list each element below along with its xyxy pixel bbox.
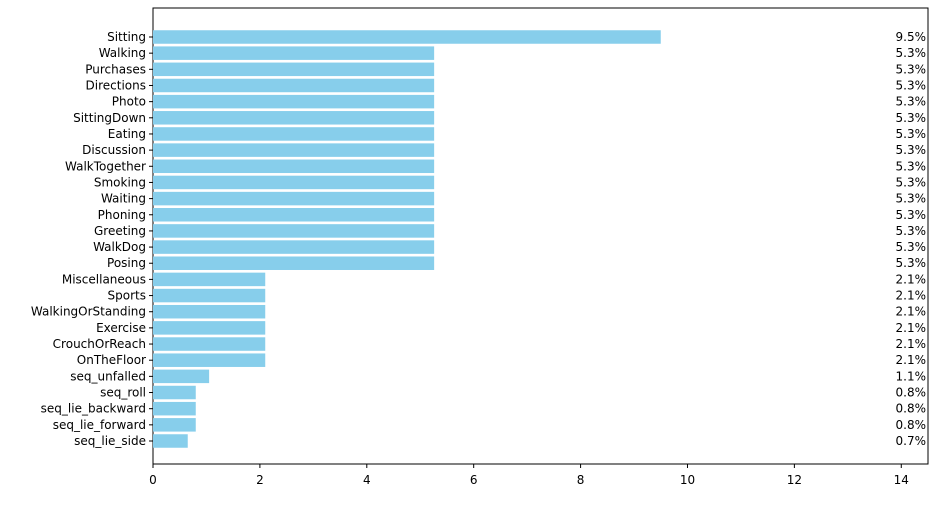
bar-SittingDown [153,111,435,125]
bar-Sports [153,288,266,303]
bar-Sitting [153,30,661,44]
y-tick-label: Miscellaneous [62,272,146,286]
bar-seq_unfalled [153,369,210,384]
bar-Walking [153,46,435,60]
bar-Posing [153,256,435,270]
data-label: 2.1% [896,353,927,367]
y-tick-label: Purchases [85,62,146,76]
data-label: 2.1% [896,337,927,351]
y-tick-label: Eating [108,127,146,141]
bars-group [153,30,661,448]
bar-seq_lie_side [153,434,188,448]
y-tick-label: Sitting [107,30,146,44]
data-label: 0.7% [896,434,927,448]
y-tick-label: Waiting [101,192,146,206]
bar-WalkDog [153,240,435,254]
bar-Purchases [153,62,435,77]
bar-Miscellaneous [153,272,266,287]
y-tick-label: WalkingOrStanding [31,305,146,319]
data-label: 5.3% [896,95,927,109]
bar-Greeting [153,224,435,238]
y-tick-label: Greeting [94,224,146,238]
y-tick-label: Walking [99,46,146,60]
y-tick-labels: Sitting Walking Purchases Directions Photo Si… [31,30,153,448]
data-label: 5.3% [896,240,927,254]
data-label: 5.3% [896,256,927,270]
y-tick-label: Photo [112,95,146,109]
data-label: 5.3% [896,224,927,238]
y-tick-label: SittingDown [73,111,146,125]
y-tick-label: Smoking [94,175,146,189]
y-tick-label: Discussion [82,143,146,157]
data-label: 5.3% [896,78,927,92]
x-tick-label: 10 [680,473,695,487]
data-label: 2.1% [896,289,927,303]
bar-OnTheFloor [153,353,266,367]
data-label: 9.5% [896,30,927,44]
y-tick-label: CrouchOrReach [53,337,146,351]
data-label: 0.8% [896,418,927,432]
y-tick-label: seq_unfalled [70,369,146,383]
y-tick-label: Posing [107,256,146,270]
bar-Exercise [153,321,266,335]
data-labels: 9.5% 5.3% 5.3% 5.3% 5.3% 5.3% 5.3% 5.3% 5.3% 5.3%… [896,30,927,448]
data-label: 5.3% [896,143,927,157]
y-tick-label: seq_roll [100,386,146,400]
y-tick-label: Exercise [96,321,146,335]
bar-Waiting [153,191,435,206]
x-tick-label: 8 [577,473,585,487]
bar-WalkTogether [153,159,435,174]
y-tick-label: WalkTogether [65,159,146,173]
y-tick-label: seq_lie_forward [53,418,146,432]
data-label: 5.3% [896,192,927,206]
data-label: 5.3% [896,175,927,189]
bar-WalkingOrStanding [153,304,266,319]
y-tick-label: Directions [86,78,146,92]
y-tick-label: Sports [108,289,146,303]
bar-Eating [153,127,435,141]
bar-Directions [153,78,435,93]
bar-seq_lie_backward [153,401,196,416]
x-tick-label: 6 [470,473,478,487]
data-label: 2.1% [896,272,927,286]
y-tick-label: seq_lie_backward [41,402,146,416]
bar-CrouchOrReach [153,337,266,351]
bar-Phoning [153,208,435,222]
data-label: 0.8% [896,386,927,400]
data-label: 2.1% [896,321,927,335]
y-tick-label: OnTheFloor [77,353,146,367]
x-tick-label: 0 [149,473,157,487]
y-tick-label: Phoning [98,208,146,222]
data-label: 0.8% [896,402,927,416]
x-tick-label: 2 [256,473,264,487]
data-label: 5.3% [896,159,927,173]
x-axis-ticks: 0 2 4 6 8 10 12 14 [149,464,909,487]
data-label: 5.3% [896,111,927,125]
bar-Discussion [153,143,435,157]
x-tick-label: 14 [894,473,909,487]
data-label: 5.3% [896,62,927,76]
data-label: 5.3% [896,208,927,222]
bar-seq_roll [153,385,196,400]
x-tick-label: 12 [787,473,802,487]
y-tick-label: WalkDog [93,240,146,254]
data-label: 2.1% [896,305,927,319]
bar-Smoking [153,175,435,190]
data-label: 5.3% [896,127,927,141]
bar-seq_lie_forward [153,418,196,432]
data-label: 5.3% [896,46,927,60]
y-tick-label: seq_lie_side [74,434,146,448]
x-tick-label: 4 [363,473,371,487]
data-label: 1.1% [896,369,927,383]
bar-Photo [153,94,435,109]
